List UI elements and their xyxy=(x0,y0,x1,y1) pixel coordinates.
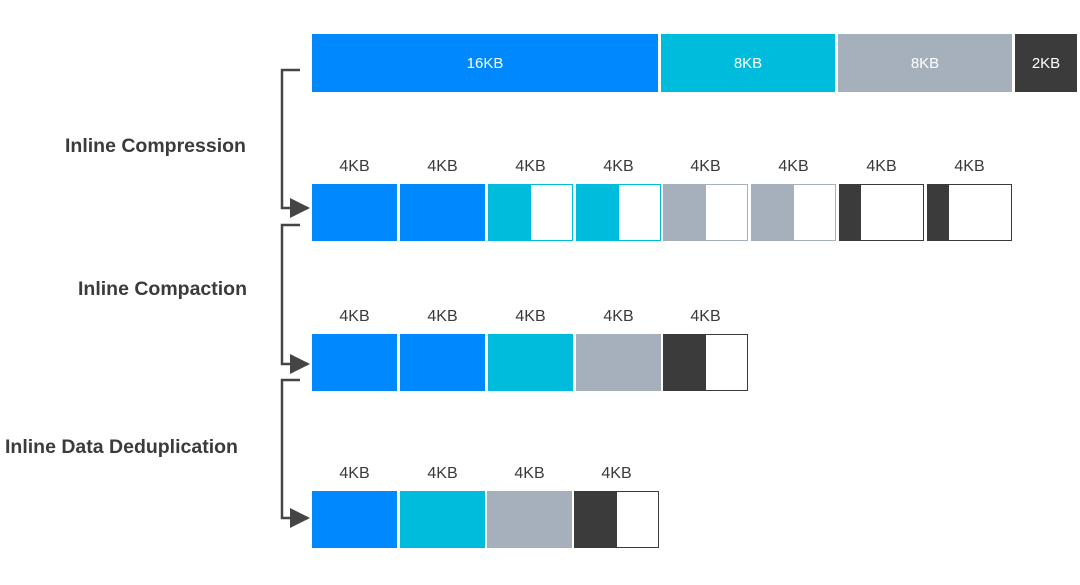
block-fill xyxy=(312,184,397,241)
source-segment-8kb-a: 8KB xyxy=(661,34,835,92)
block-size-label: 4KB xyxy=(690,308,721,325)
block-fill xyxy=(576,334,661,391)
block-size-label: 4KB xyxy=(515,308,546,325)
block-fill xyxy=(664,335,706,390)
block-fill xyxy=(312,334,397,391)
compression-bracket-arrow xyxy=(280,68,310,218)
deduplicated-block xyxy=(487,491,572,548)
block-size-label: 4KB xyxy=(339,158,370,175)
block-size-label: 4KB xyxy=(603,308,634,325)
block-fill xyxy=(400,334,485,391)
block-fill xyxy=(664,185,706,240)
block-fill xyxy=(840,185,861,240)
compressed-block xyxy=(751,184,836,241)
block-fill xyxy=(928,185,949,240)
block-fill xyxy=(312,491,397,548)
compaction-bracket-arrow xyxy=(280,223,310,374)
block-fill xyxy=(489,185,531,240)
block-size-label: 4KB xyxy=(778,158,809,175)
compacted-block xyxy=(312,334,397,391)
block-size-label: 4KB xyxy=(515,158,546,175)
source-segment-label: 2KB xyxy=(1031,54,1061,72)
step-label-compression: Inline Compression xyxy=(65,135,246,157)
block-fill xyxy=(575,492,617,547)
compacted-block xyxy=(576,334,661,391)
compressed-block xyxy=(488,184,573,241)
compressed-block xyxy=(400,184,485,241)
block-fill xyxy=(400,184,485,241)
block-size-label: 4KB xyxy=(339,308,370,325)
block-fill xyxy=(577,185,619,240)
block-size-label: 4KB xyxy=(427,465,458,482)
block-size-label: 4KB xyxy=(339,465,370,482)
compressed-block xyxy=(839,184,924,241)
block-fill xyxy=(752,185,794,240)
deduplicated-block xyxy=(574,491,659,548)
compacted-block xyxy=(400,334,485,391)
compressed-block xyxy=(927,184,1012,241)
source-segment-label: 8KB xyxy=(733,54,763,72)
source-segment-8kb-b: 8KB xyxy=(838,34,1012,92)
step-label-deduplication: Inline Data Deduplication xyxy=(5,436,238,458)
block-size-label: 4KB xyxy=(427,158,458,175)
compressed-block xyxy=(663,184,748,241)
compressed-block xyxy=(312,184,397,241)
source-segment-16kb: 16KB xyxy=(312,34,658,92)
block-fill xyxy=(488,334,573,391)
block-size-label: 4KB xyxy=(954,158,985,175)
block-size-label: 4KB xyxy=(601,465,632,482)
block-fill xyxy=(487,491,572,548)
block-size-label: 4KB xyxy=(690,158,721,175)
source-segment-2kb: 2KB xyxy=(1015,34,1077,92)
block-size-label: 4KB xyxy=(866,158,897,175)
source-segment-label: 8KB xyxy=(910,54,940,72)
step-label-compaction: Inline Compaction xyxy=(78,278,248,300)
compacted-block xyxy=(663,334,748,391)
source-segment-label: 16KB xyxy=(466,54,504,72)
deduplicated-block xyxy=(400,491,485,548)
block-size-label: 4KB xyxy=(427,308,458,325)
deduplication-bracket-arrow xyxy=(280,378,310,528)
deduplicated-block xyxy=(312,491,397,548)
block-size-label: 4KB xyxy=(603,158,634,175)
compressed-block xyxy=(576,184,661,241)
block-size-label: 4KB xyxy=(514,465,545,482)
block-fill xyxy=(400,491,485,548)
compacted-block xyxy=(488,334,573,391)
